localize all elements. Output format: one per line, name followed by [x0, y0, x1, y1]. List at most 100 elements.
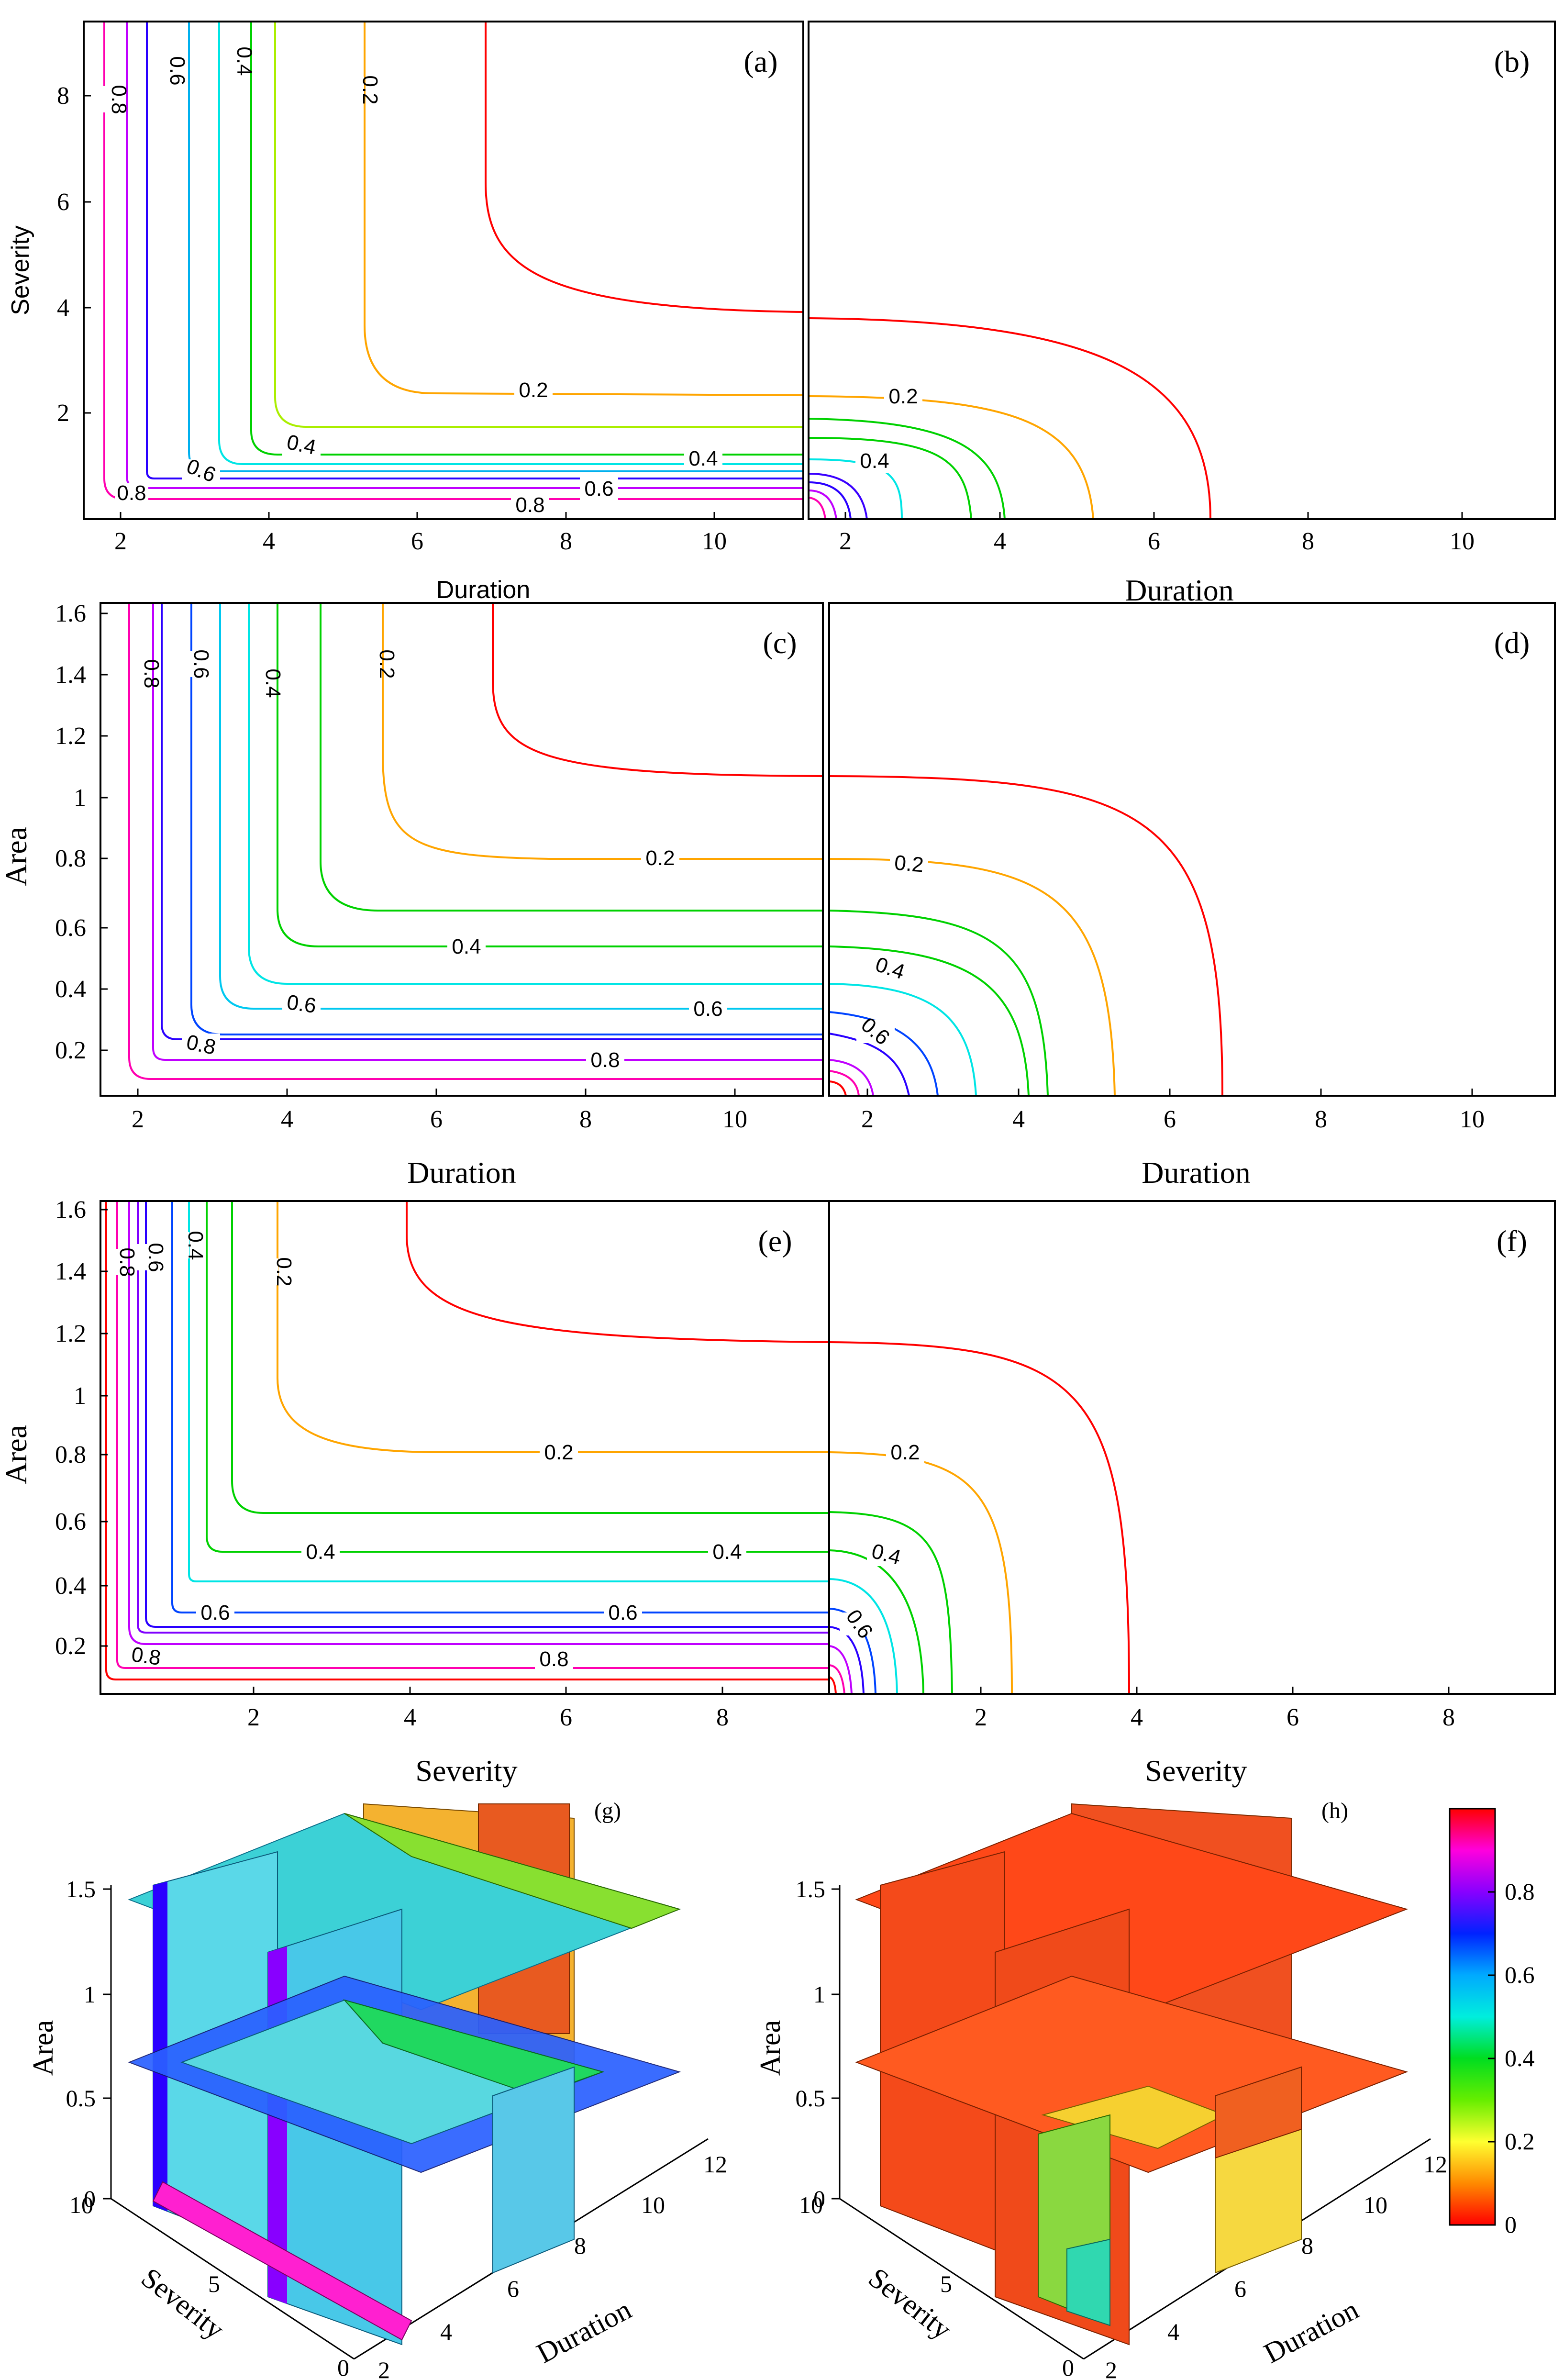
z-tick-label: 0.5: [796, 2085, 826, 2112]
svg-text:0.6: 0.6: [842, 1605, 877, 1643]
contour-line-0.5: [218, 22, 803, 465]
x-axis-label: Duration: [436, 576, 531, 604]
y-axis-label: Area: [0, 827, 33, 886]
svg-text:0.6: 0.6: [584, 477, 613, 500]
svg-text:0.2: 0.2: [544, 1441, 573, 1464]
y-ticks-c: 0.2 0.4 0.6 0.8 1 1.2 1.4 1.6: [55, 600, 108, 1064]
panel-g: 0 0.5 1 1.5 0 5 10 2 4 6 8 10 12 Area Se…: [27, 1798, 727, 2380]
contour-label: 0.2: [265, 1257, 296, 1287]
y-axis-label: Severity: [7, 225, 34, 315]
z-tick-label: 1: [813, 1981, 825, 2008]
y-tick-label: 8: [57, 82, 69, 110]
contour-label: 0.6: [182, 649, 213, 679]
y-tick-label: 0.6: [55, 1508, 86, 1535]
z-tick-label: 1: [84, 1981, 96, 2008]
contour-label: 0.6: [158, 56, 189, 86]
contour-labels-b: 0.2 0.4: [855, 385, 922, 473]
contour-label: 0.6: [840, 1605, 878, 1643]
x-axis-label: Severity: [1145, 1754, 1247, 1788]
contour-line-0.6: [808, 473, 868, 520]
axes-frame-b: [808, 21, 1556, 520]
x-tick-label: 8: [1442, 1704, 1455, 1731]
slice-surfaces-g: [128, 1803, 681, 2346]
contour-label: 0.4: [176, 1231, 207, 1260]
contour-line-0.9: [808, 497, 826, 520]
y-tick-label: 1.6: [55, 600, 86, 627]
contour-line-0.7: [161, 603, 823, 1040]
contour-curves-b: [808, 317, 1211, 520]
slice-vertical-left-edge: [153, 1881, 167, 2212]
y-tick-label: 5: [940, 2270, 952, 2297]
contour-line-0.7: [829, 1033, 910, 1096]
panel-label: (b): [1494, 44, 1530, 78]
svg-text:0.8: 0.8: [117, 481, 146, 505]
contour-label: 0.8: [132, 659, 163, 689]
contour-label: 0.2: [367, 649, 399, 679]
panel-label: (h): [1321, 1798, 1348, 1824]
svg-text:0.4: 0.4: [688, 447, 718, 470]
x-tick-label: 10: [702, 528, 727, 555]
contour-line-0.9: [829, 1080, 847, 1096]
contour-line-0.8: [128, 1201, 829, 1645]
svg-text:0.2: 0.2: [358, 75, 382, 104]
slice-right-column: [492, 2066, 575, 2274]
panel-e: 0.8 0.6 0.4 0.2 0.2 0.4 0.4 0.6 0.6 0.8 …: [0, 1196, 830, 1788]
panel-f: 0.2 0.4 0.6 2 4 6 8 Severity (f): [828, 1200, 1556, 1788]
svg-text:0.8: 0.8: [539, 1647, 568, 1671]
contour-line-0.2: [277, 1201, 829, 1453]
contour-line-0.85: [829, 1070, 860, 1096]
contour-line-0.4: [250, 22, 803, 456]
contour-label: 0.6: [689, 997, 727, 1021]
y-tick-label: 1: [74, 1382, 86, 1410]
y-tick-label: 1.2: [55, 1320, 86, 1347]
panel-label: (g): [594, 1798, 621, 1824]
x-tick-label: 10: [722, 1106, 747, 1133]
panel-label: (a): [743, 44, 777, 78]
y-tick-label: 0.8: [55, 845, 86, 872]
svg-text:0.4: 0.4: [860, 449, 889, 473]
contour-line-0.2: [808, 395, 1094, 520]
y-tick-label: 1.4: [55, 1258, 86, 1285]
contour-line-0.2: [364, 22, 804, 396]
x-tick-label: 6: [1234, 2275, 1246, 2302]
x-tick-label: 8: [560, 528, 572, 555]
x-tick-label: 2: [378, 2357, 390, 2380]
svg-text:0.2: 0.2: [519, 378, 548, 402]
svg-text:0.8: 0.8: [107, 85, 131, 114]
panel-c: 0.8 0.6 0.4 0.2 0.2 0.4 0.6 0.6 0.8 0.8 …: [0, 600, 824, 1190]
axes-frame-a: [83, 21, 804, 520]
svg-text:0.6: 0.6: [166, 56, 189, 85]
x-ticks-f: 2 4 6 8: [975, 1687, 1455, 1731]
x-tick-label: 6: [1148, 528, 1160, 555]
contour-label: 0.6: [580, 477, 618, 500]
x-tick-label: 4: [281, 1106, 293, 1133]
colorbar-tick-label: 0.6: [1505, 1961, 1535, 1988]
contour-line-0.7: [829, 1626, 865, 1694]
z-tick-label: 1.5: [66, 1876, 96, 1902]
y-tick-label: 0.4: [55, 976, 86, 1003]
contour-label: 0.4: [225, 46, 256, 76]
contour-label: 0.4: [871, 953, 909, 984]
svg-text:0.2: 0.2: [645, 846, 675, 870]
contour-line-0.8: [126, 22, 803, 489]
svg-text:0.4: 0.4: [306, 1540, 335, 1564]
contour-line-0.8: [152, 603, 823, 1061]
contour-line-0.1: [406, 1201, 830, 1343]
x-tick-label: 2: [861, 1106, 874, 1133]
axes-frame-f: [828, 1200, 1556, 1695]
x-tick-label: 4: [1012, 1106, 1025, 1133]
contour-label: 0.8: [182, 1030, 220, 1059]
y-tick-label: 4: [57, 294, 69, 322]
contour-line-0.3: [320, 603, 823, 912]
z-tick-label: 0: [84, 2185, 96, 2212]
y-tick-label: 1: [74, 784, 86, 812]
svg-text:0.8: 0.8: [140, 659, 163, 688]
panel-label: (d): [1494, 626, 1530, 660]
x-tick-label: 6: [560, 1704, 572, 1731]
svg-text:0.8: 0.8: [515, 493, 544, 517]
contour-label: 0.4: [282, 430, 321, 459]
y-tick-label: 10: [799, 2191, 823, 2218]
contour-label: 0.4: [708, 1540, 746, 1564]
svg-text:0.6: 0.6: [200, 1601, 230, 1624]
contour-line-0.2: [382, 603, 823, 860]
